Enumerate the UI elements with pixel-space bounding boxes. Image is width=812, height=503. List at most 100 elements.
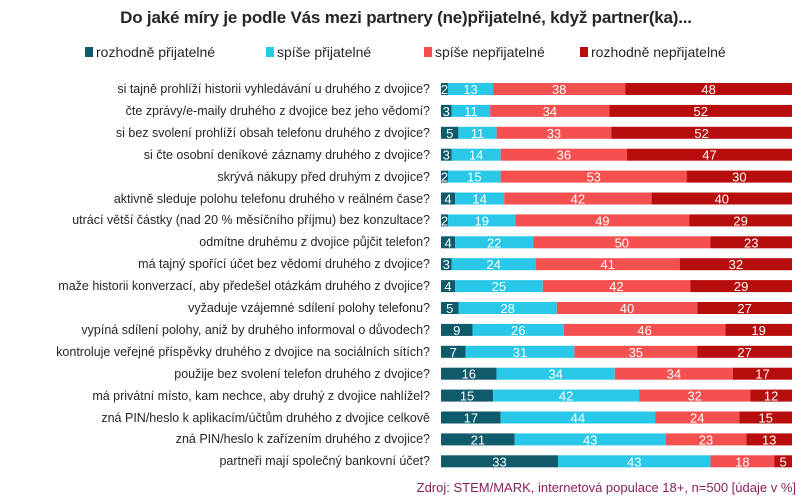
data-label: 28 [500, 301, 514, 316]
data-label: 3 [443, 104, 450, 119]
legend-swatch [85, 47, 93, 57]
data-label: 47 [702, 148, 716, 163]
data-label: 2 [441, 170, 448, 185]
category-label: čte zprávy/e-maily druhého z dvojice bez… [125, 103, 430, 118]
bar-segment [746, 433, 792, 446]
data-label: 9 [453, 323, 460, 338]
bar-segment [609, 104, 792, 117]
bar-segment [542, 280, 691, 293]
bar-segment [441, 148, 452, 161]
legend-item-rather-acceptable: spíše přijatelné [266, 44, 371, 60]
bar-segment [655, 411, 740, 424]
category-label: aktivně sleduje polohu telefonu druhého … [113, 191, 430, 206]
data-label: 18 [735, 454, 749, 469]
bar-segment [689, 214, 792, 227]
bar-segment [563, 323, 726, 336]
bar-segment [732, 367, 792, 380]
data-label: 24 [690, 411, 704, 426]
data-label: 19 [751, 323, 765, 338]
bar-segment [710, 455, 775, 468]
bar-segment [441, 214, 449, 227]
bar-segment [441, 433, 515, 446]
legend-label: rozhodně přijatelné [96, 44, 216, 60]
data-label: 15 [467, 170, 481, 185]
bar-segment [611, 126, 792, 139]
category-label: kontroluje veřejné příspěvky druhého z d… [56, 344, 430, 359]
bar-segment [493, 389, 640, 402]
category-label: zná PIN/heslo k zařízením druhého z dvoj… [175, 432, 430, 447]
bar-segment [455, 280, 543, 293]
bar-segment [679, 258, 792, 271]
bar-segment [535, 258, 680, 271]
category-label: skrývá nákupy před druhým z dvojice? [217, 169, 430, 184]
bar-segment [710, 236, 792, 249]
data-label: 32 [729, 257, 743, 272]
bar-segment [533, 236, 711, 249]
data-label: 4 [444, 279, 451, 294]
data-label: 25 [492, 279, 506, 294]
bar-segment [500, 411, 656, 424]
data-label: 23 [744, 235, 758, 250]
data-label: 38 [552, 82, 566, 97]
data-label: 4 [444, 192, 451, 207]
data-label: 26 [511, 323, 525, 338]
category-label: má privátní místo, kam nechce, aby druhý… [92, 388, 430, 403]
data-label: 22 [487, 235, 501, 250]
data-label: 31 [513, 345, 527, 360]
data-label: 27 [737, 301, 751, 316]
bar-segment [448, 214, 516, 227]
bar-segment [627, 148, 792, 161]
bar-segment [500, 170, 687, 183]
data-label: 35 [629, 345, 643, 360]
bar-segment [739, 411, 792, 424]
data-label: 29 [734, 279, 748, 294]
data-label: 40 [715, 192, 729, 207]
bar-segment [451, 104, 491, 117]
bar-segment [651, 192, 792, 205]
data-label: 42 [609, 279, 623, 294]
category-label: si tajně prohlíží historii vyhledávání u… [117, 82, 430, 96]
data-label: 33 [547, 126, 561, 141]
data-label: 52 [694, 126, 708, 141]
bar-segment [574, 345, 698, 358]
category-label: odmítne druhému z dvojice půjčit telefon… [199, 235, 430, 250]
legend-item-definitely-acceptable: rozhodně přijatelné [85, 44, 215, 60]
bar-segment [455, 236, 534, 249]
data-label: 40 [620, 301, 634, 316]
legend-swatch [424, 47, 432, 57]
data-label: 5 [780, 454, 787, 469]
data-label: 17 [464, 411, 478, 426]
bar-segment [441, 258, 452, 271]
bar-segment [472, 323, 564, 336]
category-label: vyžaduje vzájemné sdílení polohy telefon… [188, 301, 430, 315]
data-label: 49 [595, 213, 609, 228]
data-label: 14 [472, 192, 486, 207]
data-label: 42 [571, 192, 585, 207]
category-label: použije bez svolení telefon druhého z dv… [174, 366, 430, 381]
bar-segment [514, 433, 666, 446]
category-label: má tajný spořící účet bez vědomí druhého… [138, 257, 430, 272]
legend-item-rather-unacceptable: spíše nepřijatelné [424, 44, 545, 60]
data-label: 43 [583, 432, 597, 447]
data-label: 27 [737, 345, 751, 360]
data-label: 5 [446, 301, 453, 316]
data-label: 24 [486, 257, 500, 272]
bar-segment [725, 323, 792, 336]
data-label: 23 [699, 432, 713, 447]
data-label: 3 [443, 148, 450, 163]
data-label: 41 [600, 257, 614, 272]
data-label: 53 [586, 170, 600, 185]
data-label: 21 [471, 432, 485, 447]
bar-segment [496, 126, 612, 139]
bar-segment [447, 83, 494, 95]
data-label: 14 [469, 148, 483, 163]
data-label: 52 [694, 104, 708, 119]
data-label: 15 [758, 411, 772, 426]
data-label: 30 [732, 170, 746, 185]
bar-segment [441, 411, 501, 424]
bar-segment [625, 83, 792, 95]
bar-segment [441, 367, 497, 380]
bar-segment [441, 302, 459, 314]
data-label: 36 [557, 148, 571, 163]
